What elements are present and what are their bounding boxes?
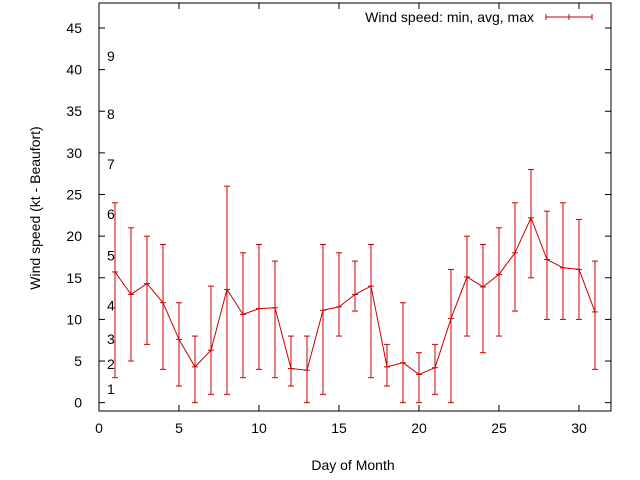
x-tick-label: 15 [331, 420, 347, 436]
y-tick-label: 15 [66, 270, 82, 286]
beaufort-label: 8 [107, 106, 115, 122]
x-tick-label: 0 [95, 420, 103, 436]
beaufort-label: 6 [107, 206, 115, 222]
x-tick-label: 30 [571, 420, 587, 436]
plot-frame [98, 2, 612, 412]
beaufort-label: 7 [107, 156, 115, 172]
y-tick-label: 30 [66, 145, 82, 161]
y-tick-label: 0 [74, 395, 82, 411]
x-tick-label: 20 [411, 420, 427, 436]
error-bars [112, 169, 598, 404]
y-tick-label: 40 [66, 62, 82, 78]
y-tick-label: 45 [66, 20, 82, 36]
plot-axes [98, 2, 612, 412]
x-tick-label: 10 [251, 420, 267, 436]
y-axis-label: Wind speed (kt - Beaufort) [27, 126, 43, 289]
y-tick-label: 20 [66, 228, 82, 244]
beaufort-label: 3 [107, 331, 115, 347]
beaufort-labels: 1 2 3 4 5 6 7 8 9 [107, 48, 115, 397]
x-axis-label: Day of Month [311, 457, 394, 473]
y-tick-label: 5 [74, 353, 82, 369]
beaufort-label: 5 [107, 248, 115, 264]
series-line [112, 216, 598, 375]
legend: Wind speed: min, avg, max [365, 9, 593, 25]
y-tick-label: 35 [66, 103, 82, 119]
x-tick-label: 5 [175, 420, 183, 436]
y-tick-label: 10 [66, 311, 82, 327]
beaufort-label: 2 [107, 356, 115, 372]
x-tick-label: 25 [491, 420, 507, 436]
beaufort-label: 9 [107, 48, 115, 64]
beaufort-label: 1 [107, 381, 115, 397]
beaufort-label: 4 [107, 298, 115, 314]
y-tick-label: 25 [66, 187, 82, 203]
legend-label: Wind speed: min, avg, max [365, 9, 534, 25]
